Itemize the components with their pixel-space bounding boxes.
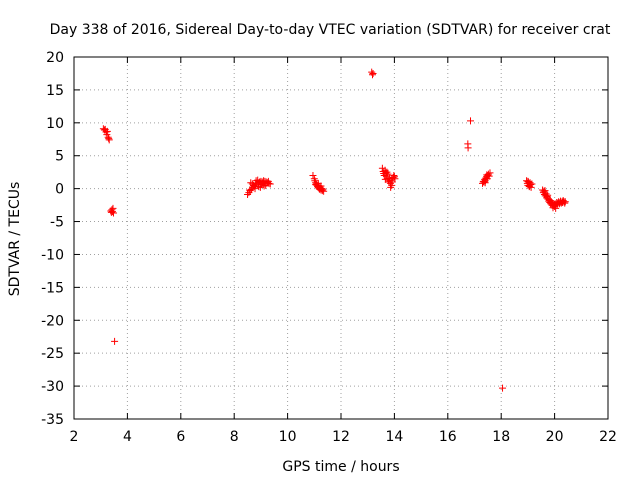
data-point <box>318 187 326 195</box>
data-point <box>309 171 317 179</box>
data-point <box>249 181 257 189</box>
y-tick-label: 0 <box>55 182 64 198</box>
data-point <box>541 187 549 195</box>
data-point <box>464 144 472 152</box>
data-point <box>561 199 569 207</box>
y-tick-label: 5 <box>55 149 64 165</box>
data-point <box>248 180 256 188</box>
x-tick-label: 10 <box>279 429 297 445</box>
data-point <box>110 209 118 217</box>
data-points <box>99 68 569 392</box>
data-point <box>384 170 392 178</box>
data-point <box>246 186 254 194</box>
data-point <box>252 177 260 185</box>
data-point <box>317 182 325 190</box>
data-point <box>105 136 113 144</box>
data-point <box>262 181 270 189</box>
data-point <box>254 176 262 184</box>
data-point <box>481 179 489 187</box>
data-point <box>390 171 398 179</box>
y-tick-label: -30 <box>41 379 64 395</box>
data-point <box>391 175 399 183</box>
x-tick-label: 2 <box>70 429 79 445</box>
data-point <box>256 183 264 191</box>
data-point <box>369 71 377 79</box>
data-point <box>561 198 569 206</box>
x-tick-label: 8 <box>230 429 239 445</box>
y-tick-label: 20 <box>46 50 64 66</box>
data-point <box>483 171 491 179</box>
data-point <box>369 69 377 77</box>
data-point <box>546 196 554 204</box>
y-tick-label: 10 <box>46 116 64 132</box>
data-point <box>251 185 259 193</box>
y-tick-label: -5 <box>50 215 64 231</box>
data-point <box>387 183 395 191</box>
chart-title: Day 338 of 2016, Sidereal Day-to-day VTE… <box>50 22 611 38</box>
data-point <box>108 208 116 216</box>
tick-labels: 2 4 6 8 10 12 14 16 18 20 22 -35 -30 -25 -20 -15 -10 -5 0 5… <box>41 50 617 445</box>
data-point <box>466 117 474 125</box>
data-point <box>105 135 113 143</box>
x-tick-label: 20 <box>546 429 564 445</box>
x-tick-label: 6 <box>176 429 185 445</box>
data-point <box>109 204 117 212</box>
data-point <box>552 204 560 212</box>
x-tick-label: 14 <box>385 429 403 445</box>
data-point <box>544 191 552 199</box>
x-tick-label: 4 <box>123 429 132 445</box>
y-tick-label: 15 <box>46 83 64 99</box>
data-point <box>111 337 119 345</box>
x-axis-label: GPS time / hours <box>282 459 399 475</box>
plot-frame <box>73 56 609 420</box>
data-point <box>381 175 389 183</box>
data-point <box>320 187 328 195</box>
x-tick-label: 12 <box>332 429 350 445</box>
x-tick-label: 16 <box>439 429 457 445</box>
data-point <box>527 183 535 191</box>
x-tick-label: 22 <box>599 429 617 445</box>
data-point <box>526 182 534 190</box>
y-tick-label: -20 <box>41 313 64 329</box>
x-tick-label: 18 <box>492 429 510 445</box>
y-tick-label: -10 <box>41 247 64 263</box>
y-axis-label: SDTVAR / TECUs <box>7 182 23 297</box>
data-point <box>103 127 111 135</box>
y-tick-label: -15 <box>41 280 64 296</box>
gridlines <box>74 57 608 419</box>
y-tick-label: -25 <box>41 346 64 362</box>
y-tick-label: -35 <box>41 412 64 428</box>
data-point <box>264 177 272 185</box>
data-point <box>499 384 507 392</box>
data-point <box>524 177 532 185</box>
